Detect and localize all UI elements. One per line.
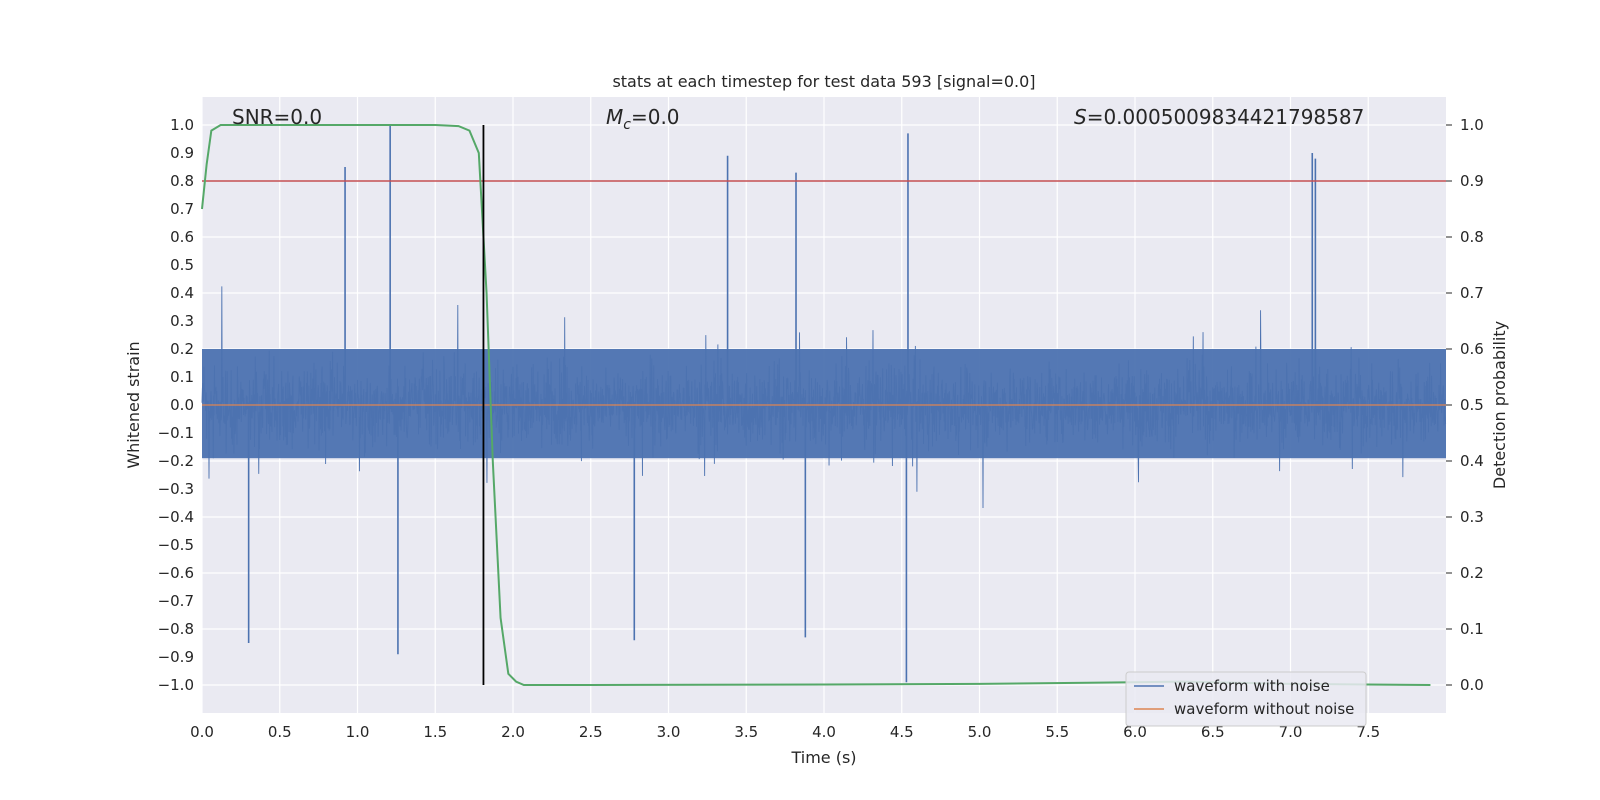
x-axis-label: Time (s) xyxy=(790,748,856,767)
legend: waveform with noise waveform without noi… xyxy=(1125,671,1367,727)
y-tick-label: 0.8 xyxy=(170,172,194,190)
y-right-tick-label: 0.5 xyxy=(1460,396,1484,414)
y-right-tick-label: 0.2 xyxy=(1460,564,1484,582)
x-tick-label: 1.5 xyxy=(423,723,447,741)
y-tick-label: −0.5 xyxy=(158,536,194,554)
x-tick-label: 3.5 xyxy=(734,723,758,741)
y-tick-label: −0.4 xyxy=(158,508,194,526)
x-tick-label: 6.0 xyxy=(1123,723,1147,741)
mc-value: =0.0 xyxy=(631,105,680,129)
legend-box xyxy=(1125,671,1367,727)
x-tick-label: 0.0 xyxy=(190,723,214,741)
y-right-tick-label: 0.8 xyxy=(1460,228,1484,246)
y-right-tick-label: 1.0 xyxy=(1460,116,1484,134)
y-tick-label: −0.1 xyxy=(158,424,194,442)
snr-annotation: SNR=0.0 xyxy=(232,105,322,129)
y-tick-label: 0.4 xyxy=(170,284,194,302)
y-tick-label: 0.2 xyxy=(170,340,194,358)
y-tick-label: −0.2 xyxy=(158,452,194,470)
y-tick-label: −0.6 xyxy=(158,564,194,582)
y-tick-label: −0.7 xyxy=(158,592,194,610)
y-tick-label: 0.6 xyxy=(170,228,194,246)
legend-label-noise: waveform with noise xyxy=(1174,677,1330,695)
y-tick-label: −0.3 xyxy=(158,480,194,498)
chart-title: stats at each timestep for test data 593… xyxy=(612,72,1035,91)
s-value: =0.0005009834421798587 xyxy=(1087,105,1365,129)
noise-trace xyxy=(201,286,1447,508)
tick-labels: 0.0 0.5 1.0 1.5 2.0 2.5 3.0 3.5 4.0 4.5 5.0 5.5 6.0 6… xyxy=(158,116,1484,741)
y-tick-label: 0.1 xyxy=(170,368,194,386)
y-right-axis-label: Detection probability xyxy=(1490,321,1509,489)
y-tick-label: 0.9 xyxy=(170,144,194,162)
mc-subscript: c xyxy=(623,117,631,133)
y-tick-label: −1.0 xyxy=(158,676,194,694)
detection-probability-line xyxy=(201,124,1431,686)
x-tick-label: 4.5 xyxy=(890,723,914,741)
y-right-tick-label: 0.1 xyxy=(1460,620,1484,638)
mc-annotation: Mc=0.0 xyxy=(606,105,680,133)
y-tick-label: 0.7 xyxy=(170,200,194,218)
x-tick-label: 0.5 xyxy=(268,723,292,741)
y-right-tick-label: 0.3 xyxy=(1460,508,1484,526)
x-tick-label: 5.5 xyxy=(1045,723,1069,741)
y-right-tick-label: 0.4 xyxy=(1460,452,1484,470)
y-tick-label: 0.3 xyxy=(170,312,194,330)
y-tick-label: 1.0 xyxy=(170,116,194,134)
y-right-tick-label: 0.7 xyxy=(1460,284,1484,302)
x-tick-label: 3.0 xyxy=(657,723,681,741)
waveform-with-noise xyxy=(201,125,1447,683)
y-tick-label: −0.9 xyxy=(158,648,194,666)
y-tick-label: 0.5 xyxy=(170,256,194,274)
y-right-tick-label: 0.0 xyxy=(1460,676,1484,694)
s-annotation: S=0.0005009834421798587 xyxy=(1074,105,1364,129)
y-right-tick-label: 0.6 xyxy=(1460,340,1484,358)
y-tick-label: −0.8 xyxy=(158,620,194,638)
x-tick-label: 7.5 xyxy=(1356,723,1380,741)
x-tick-label: 2.5 xyxy=(579,723,603,741)
mc-symbol: M xyxy=(606,105,623,129)
x-tick-label: 4.0 xyxy=(812,723,836,741)
s-symbol: S xyxy=(1074,105,1087,129)
x-tick-label: 7.0 xyxy=(1279,723,1303,741)
overlay-lines xyxy=(201,124,1446,686)
y-tick-label: 0.0 xyxy=(170,396,194,414)
x-tick-label: 1.0 xyxy=(346,723,370,741)
legend-label-clean: waveform without noise xyxy=(1174,700,1354,718)
x-tick-label: 2.0 xyxy=(501,723,525,741)
x-tick-label: 6.5 xyxy=(1201,723,1225,741)
y-right-tick-label: 0.9 xyxy=(1460,172,1484,190)
y-axis-label: Whitened strain xyxy=(124,341,143,468)
x-tick-label: 5.0 xyxy=(968,723,992,741)
